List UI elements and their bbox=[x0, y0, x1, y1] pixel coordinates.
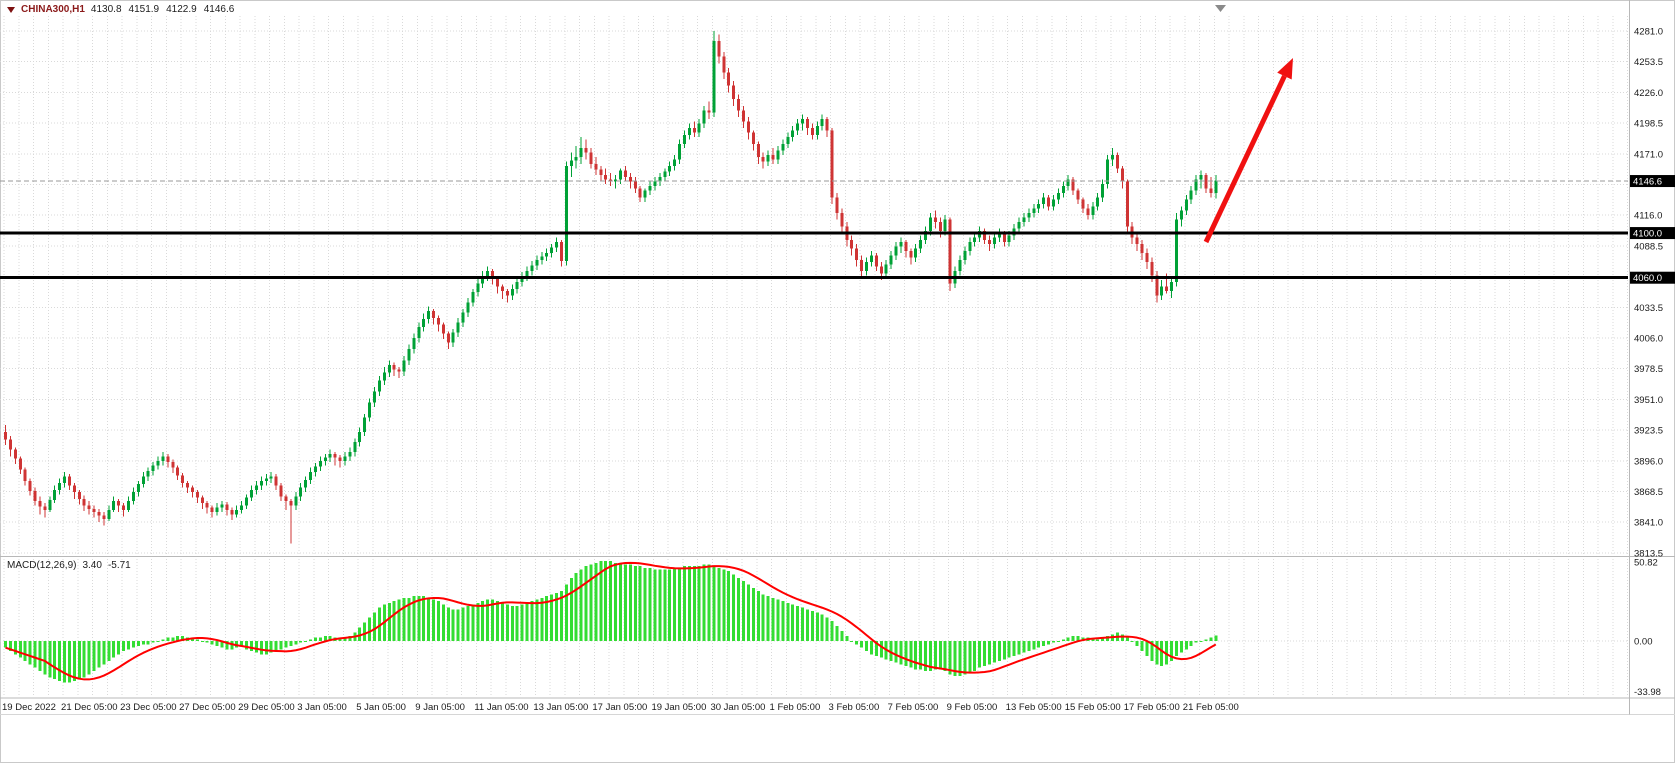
low-value: 4122.9 bbox=[166, 4, 197, 15]
svg-text:3978.5: 3978.5 bbox=[1634, 364, 1663, 375]
price-tag bbox=[1630, 271, 1675, 284]
svg-text:19 Dec 2022: 19 Dec 2022 bbox=[2, 702, 56, 713]
svg-text:-33.98: -33.98 bbox=[1634, 687, 1661, 698]
candlesticks bbox=[4, 31, 1218, 544]
price-tag-label: 4100.0 bbox=[1633, 229, 1662, 240]
svg-text:7 Feb 05:00: 7 Feb 05:00 bbox=[888, 702, 939, 713]
price-tag-label: 4146.6 bbox=[1633, 177, 1662, 188]
svg-text:27 Dec 05:00: 27 Dec 05:00 bbox=[179, 702, 236, 713]
svg-text:9 Jan 05:00: 9 Jan 05:00 bbox=[415, 702, 465, 713]
macd-indicator-label: MACD(12,26,9) 3.40 -5.71 bbox=[7, 560, 131, 571]
high-value: 4151.9 bbox=[128, 4, 160, 15]
chart-shift-marker bbox=[1215, 5, 1226, 12]
price-tag-label: 4060.0 bbox=[1633, 273, 1662, 284]
svg-text:21 Feb 05:00: 21 Feb 05:00 bbox=[1183, 702, 1239, 713]
svg-text:5 Jan 05:00: 5 Jan 05:00 bbox=[356, 702, 406, 713]
price-tag bbox=[1630, 227, 1675, 240]
symbol-timeframe-label: CHINA300,H1 bbox=[21, 4, 85, 15]
svg-text:4226.0: 4226.0 bbox=[1634, 88, 1663, 99]
svg-text:23 Dec 05:00: 23 Dec 05:00 bbox=[120, 702, 177, 713]
svg-text:29 Dec 05:00: 29 Dec 05:00 bbox=[238, 702, 295, 713]
macd-signal-line bbox=[5, 561, 1217, 681]
svg-text:4171.0: 4171.0 bbox=[1634, 149, 1663, 160]
macd-name: MACD(12,26,9) bbox=[7, 560, 77, 571]
svg-text:4253.5: 4253.5 bbox=[1634, 57, 1663, 68]
svg-text:4088.5: 4088.5 bbox=[1634, 241, 1663, 252]
svg-text:30 Jan 05:00: 30 Jan 05:00 bbox=[710, 702, 765, 713]
symbol-dropdown-icon[interactable] bbox=[7, 6, 15, 13]
macd-histogram bbox=[4, 561, 1218, 683]
svg-text:3 Jan 05:00: 3 Jan 05:00 bbox=[297, 702, 347, 713]
svg-text:13 Feb 05:00: 13 Feb 05:00 bbox=[1006, 702, 1062, 713]
macd-signal-value: -5.71 bbox=[107, 560, 131, 571]
svg-text:3 Feb 05:00: 3 Feb 05:00 bbox=[829, 702, 880, 713]
svg-text:4198.5: 4198.5 bbox=[1634, 119, 1663, 130]
svg-text:3841.0: 3841.0 bbox=[1634, 518, 1663, 529]
svg-text:4116.0: 4116.0 bbox=[1634, 211, 1662, 222]
price-tag bbox=[1630, 175, 1675, 188]
svg-text:15 Feb 05:00: 15 Feb 05:00 bbox=[1065, 702, 1121, 713]
open-value: 4130.8 bbox=[90, 4, 122, 15]
svg-text:4281.0: 4281.0 bbox=[1634, 27, 1663, 38]
close-value: 4146.6 bbox=[203, 4, 235, 15]
svg-text:4006.0: 4006.0 bbox=[1634, 334, 1663, 345]
grid bbox=[0, 16, 1629, 697]
svg-text:50.82: 50.82 bbox=[1634, 558, 1658, 569]
trend-arrow[interactable] bbox=[1203, 58, 1293, 244]
svg-text:4033.5: 4033.5 bbox=[1634, 303, 1663, 314]
svg-text:19 Jan 05:00: 19 Jan 05:00 bbox=[651, 702, 706, 713]
ohlc-values: 4130.8 4151.9 4122.9 4146.6 bbox=[91, 4, 234, 15]
svg-text:3923.5: 3923.5 bbox=[1634, 426, 1663, 437]
svg-text:0.00: 0.00 bbox=[1634, 637, 1653, 648]
chart-header: CHINA300,H1 4130.8 4151.9 4122.9 4146.6 bbox=[7, 4, 234, 15]
svg-text:3951.0: 3951.0 bbox=[1634, 395, 1663, 406]
price-axis[interactable]: 4281.0 4253.5 4226.0 4198.5 4171.0 4116.0 4088… bbox=[1634, 27, 1663, 699]
svg-text:11 Jan 05:00: 11 Jan 05:00 bbox=[474, 702, 528, 713]
svg-text:17 Feb 05:00: 17 Feb 05:00 bbox=[1124, 702, 1180, 713]
svg-text:21 Dec 05:00: 21 Dec 05:00 bbox=[61, 702, 118, 713]
svg-text:9 Feb 05:00: 9 Feb 05:00 bbox=[947, 702, 998, 713]
svg-text:17 Jan 05:00: 17 Jan 05:00 bbox=[592, 702, 647, 713]
svg-text:3896.0: 3896.0 bbox=[1634, 456, 1663, 467]
time-axis[interactable]: 19 Dec 2022 21 Dec 05:00 23 Dec 05:00 27 De… bbox=[2, 702, 1239, 713]
svg-text:3813.5: 3813.5 bbox=[1634, 548, 1663, 559]
svg-text:3868.5: 3868.5 bbox=[1634, 487, 1663, 498]
macd-main-value: 3.40 bbox=[82, 560, 102, 571]
svg-text:13 Jan 05:00: 13 Jan 05:00 bbox=[533, 702, 588, 713]
svg-text:1 Feb 05:00: 1 Feb 05:00 bbox=[770, 702, 821, 713]
